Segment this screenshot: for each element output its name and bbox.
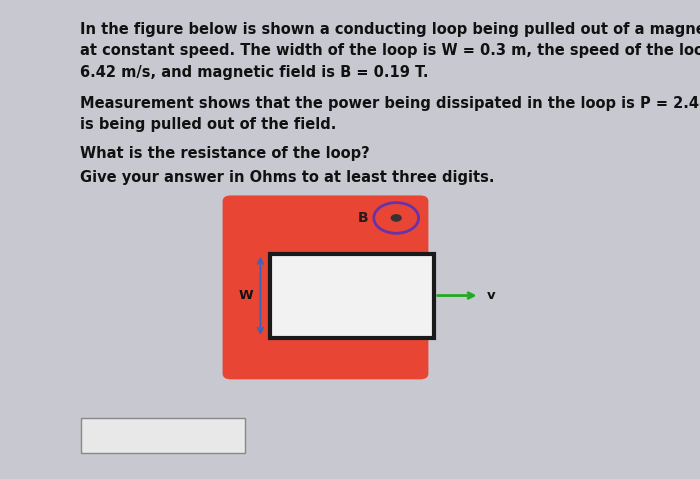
Text: Measurement shows that the power being dissipated in the loop is P = 2.48 W as i: Measurement shows that the power being d…: [80, 96, 700, 111]
Text: W: W: [239, 289, 253, 302]
Circle shape: [374, 203, 419, 233]
Bar: [270, 254, 434, 338]
Text: is being pulled out of the field.: is being pulled out of the field.: [80, 117, 337, 132]
Text: In the figure below is shown a conducting loop being pulled out of a magnetic fi: In the figure below is shown a conductin…: [80, 22, 700, 36]
Text: v: v: [486, 289, 495, 302]
Bar: [80, 418, 245, 453]
Circle shape: [391, 214, 402, 222]
Text: Give your answer in Ohms to at least three digits.: Give your answer in Ohms to at least thr…: [80, 170, 495, 185]
Text: at constant speed. The width of the loop is W = 0.3 m, the speed of the loop is : at constant speed. The width of the loop…: [80, 43, 700, 58]
Text: B: B: [357, 211, 368, 225]
Text: 6.42 m/s, and magnetic field is B = 0.19 T.: 6.42 m/s, and magnetic field is B = 0.19…: [80, 65, 429, 80]
Text: What is the resistance of the loop?: What is the resistance of the loop?: [80, 146, 370, 161]
FancyBboxPatch shape: [223, 195, 428, 379]
